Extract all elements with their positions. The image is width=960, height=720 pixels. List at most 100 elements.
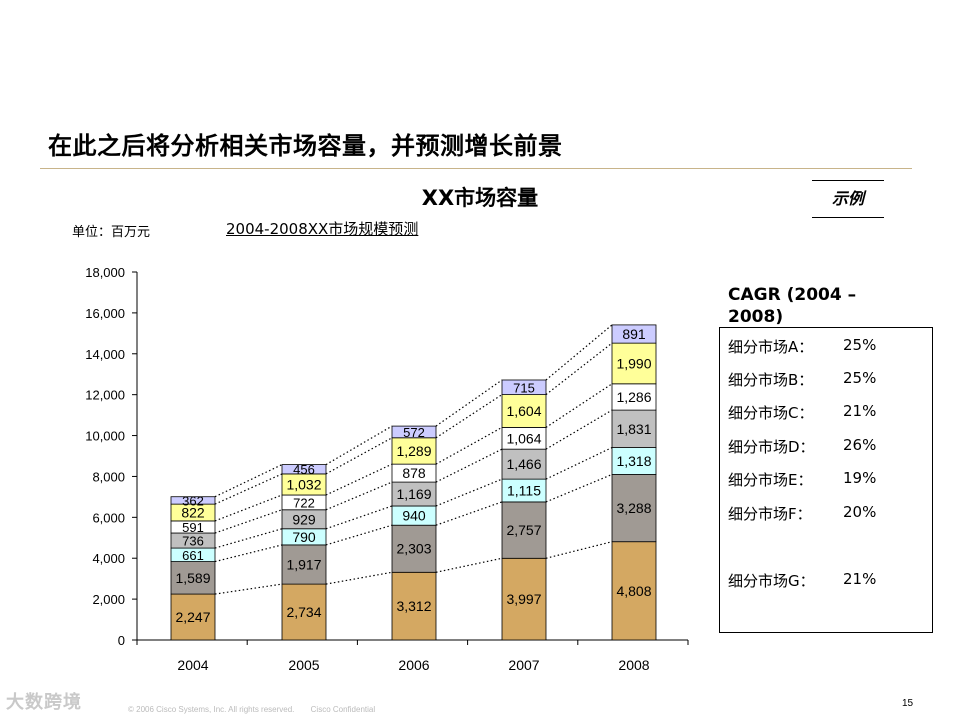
connector-line [545, 409, 613, 450]
y-tick-label: 2,000 [92, 592, 125, 607]
bar-segment [501, 394, 547, 428]
connector-line [435, 501, 503, 526]
bar-segment [170, 593, 216, 641]
y-tick-label: 10,000 [85, 429, 125, 444]
connector-line [435, 394, 503, 439]
unit-label: 单位：百万元 [72, 225, 151, 240]
data-label: 2,757 [506, 522, 541, 538]
bar-segment [611, 409, 657, 448]
connector-line [325, 524, 393, 546]
cagr-label: 细分市场F： [728, 505, 812, 523]
data-label: 1,289 [396, 443, 431, 459]
bar-segment [611, 324, 657, 344]
y-tick-label: 18,000 [85, 265, 125, 280]
connector-line [325, 571, 393, 585]
y-tick-label: 6,000 [92, 510, 125, 525]
cagr-row-b: 细分市场B： 25% [728, 369, 876, 390]
data-label: 1,318 [616, 453, 651, 469]
cagr-label: 细分市场B： [728, 371, 814, 389]
cagr-label: 细分市场E： [728, 471, 813, 489]
x-tick-label: 2007 [508, 657, 539, 673]
connector-line [325, 425, 393, 466]
data-label: 929 [292, 511, 316, 527]
connector-line [325, 437, 393, 475]
bar-segment [611, 342, 657, 385]
bar-segment [611, 474, 657, 543]
data-label: 1,032 [286, 476, 321, 492]
y-tick-label: 16,000 [85, 306, 125, 321]
data-label: 891 [622, 326, 646, 342]
data-label: 736 [182, 534, 204, 549]
x-tick-label: 2005 [288, 657, 319, 673]
cagr-row-e: 细分市场E： 19% [728, 469, 876, 490]
bar-segment [391, 425, 437, 439]
data-label: 3,288 [616, 500, 651, 516]
data-label: 2,303 [396, 541, 431, 557]
title-divider [40, 168, 912, 169]
bar-segment [501, 379, 547, 396]
cagr-row-f: 细分市场F： 20% [728, 503, 876, 524]
data-label: 1,831 [616, 421, 651, 437]
data-label: 3,997 [506, 591, 541, 607]
data-label: 572 [403, 425, 425, 440]
example-label: 示例 [831, 189, 864, 208]
data-label: 1,589 [175, 570, 210, 586]
connector-line [214, 509, 283, 534]
y-tick-label: 0 [118, 633, 125, 648]
connector-line [435, 557, 503, 573]
y-tick-label: 8,000 [92, 469, 125, 484]
connector-line [325, 481, 393, 511]
cagr-value: 19% [843, 469, 877, 487]
connector-line [214, 544, 283, 563]
data-label: 362 [182, 493, 204, 508]
x-tick-label: 2004 [177, 657, 208, 673]
chart-heading: XX市场容量 [421, 186, 539, 210]
cagr-row-d: 细分市场D： 26% [728, 436, 876, 457]
connector-line [214, 583, 283, 595]
bar-segment [611, 383, 657, 411]
bar-segment [170, 496, 216, 505]
chart-subtitle: 2004-2008XX市场规模预测 [226, 220, 419, 238]
connector-line [435, 379, 503, 427]
bar-segment [281, 464, 327, 475]
y-tick-label: 4,000 [92, 551, 125, 566]
footer-confidential: Cisco Confidential [310, 705, 376, 714]
connector-line [325, 505, 393, 530]
data-label: 722 [293, 495, 315, 510]
data-label: 1,990 [616, 355, 651, 371]
data-label: 1,064 [506, 430, 541, 446]
connector-line [214, 464, 283, 498]
cagr-label: 细分市场A： [728, 338, 814, 356]
connector-line [435, 448, 503, 483]
cagr-value: 21% [843, 402, 877, 420]
bar-segment [391, 524, 437, 573]
data-label: 2,734 [286, 604, 321, 620]
bar-segment [391, 437, 437, 465]
x-tick-label: 2006 [398, 657, 429, 673]
footer: © 2006 Cisco Systems, Inc. All rights re… [128, 705, 375, 714]
data-label: 822 [181, 505, 205, 521]
cagr-value: 20% [843, 503, 877, 521]
cagr-label: 细分市场G： [728, 572, 815, 590]
cagr-title: CAGR (2004 – 2008) [728, 285, 857, 327]
cagr-value: 21% [843, 570, 877, 588]
cagr-row-a: 细分市场A： 25% [728, 336, 876, 357]
cagr-table: 细分市场A： 25% 细分市场B： 25% 细分市场C： 21% 细分市场D： … [719, 327, 933, 633]
y-tick-label: 12,000 [85, 388, 125, 403]
cagr-value: 25% [843, 369, 877, 387]
cagr-row-c: 细分市场C： 21% [728, 402, 876, 423]
cagr-value: 25% [843, 336, 877, 354]
data-label: 3,312 [396, 598, 431, 614]
data-label: 661 [182, 548, 204, 563]
bar-segment [281, 544, 327, 585]
page-number: 15 [902, 698, 914, 709]
bar-segment [281, 583, 327, 641]
data-label: 878 [402, 465, 426, 481]
connector-line [435, 478, 503, 507]
data-label: 1,286 [616, 389, 651, 405]
data-label: 4,808 [616, 583, 651, 599]
data-label: 591 [182, 520, 204, 535]
data-label: 715 [513, 380, 535, 395]
